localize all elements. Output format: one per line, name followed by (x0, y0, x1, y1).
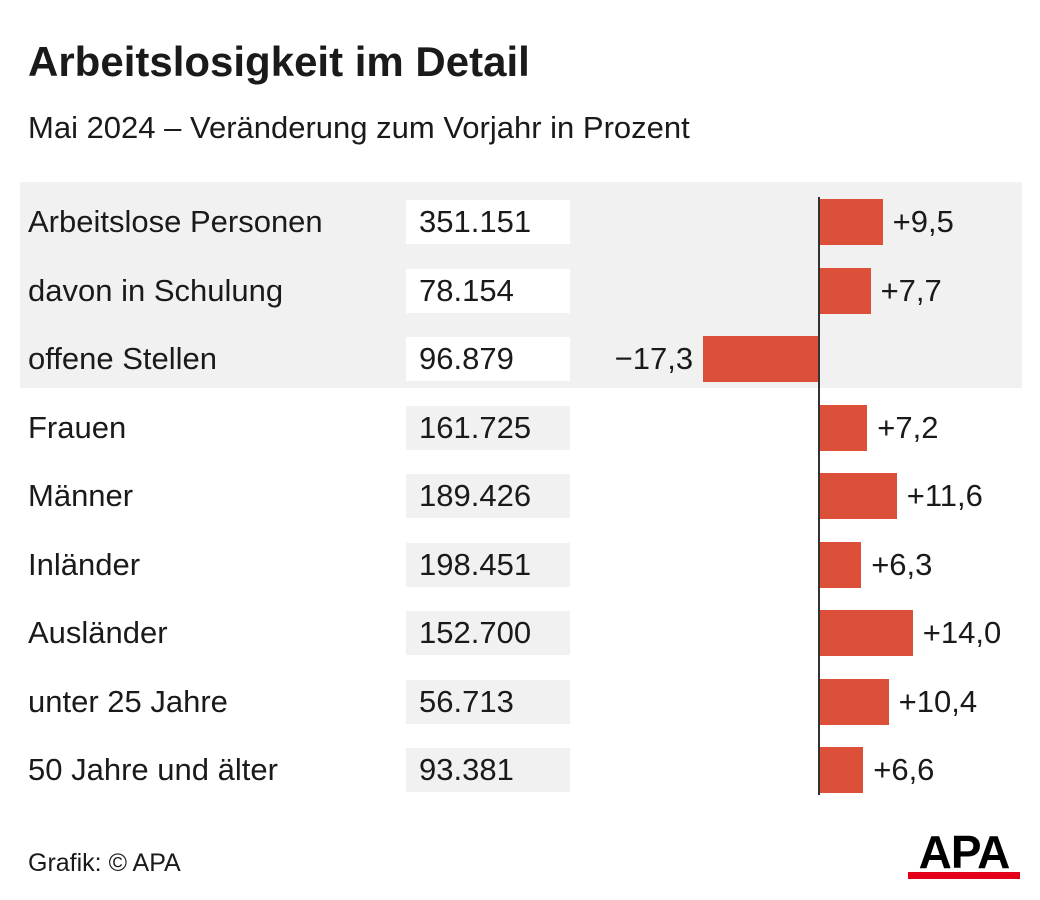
category-label: davon in Schulung (28, 272, 284, 308)
chart-row: offene Stellen 96.879 −17,3 (0, 325, 1040, 393)
category-label: Männer (28, 478, 134, 513)
category-label: 50 Jahre und älter (28, 752, 278, 787)
chart-row: Männer 189.426 +11,6 (0, 462, 1040, 530)
chart-row: Frauen 161.725 +7,2 (0, 394, 1040, 462)
category-label: Ausländer (28, 615, 168, 650)
chart-row: Inländer 198.451 +6,3 (0, 531, 1040, 599)
total-value: 351.151 (406, 200, 570, 244)
chart-row: Arbeitslose Personen 351.151 +9,5 (0, 188, 1040, 256)
total-value: 56.713 (406, 679, 570, 724)
chart-title: Arbeitslosigkeit im Detail (28, 38, 530, 85)
change-bar (819, 678, 889, 725)
change-label: +7,7 (880, 272, 942, 308)
chart-row: Ausländer 152.700 +14,0 (0, 599, 1040, 667)
change-label: +9,5 (892, 204, 954, 239)
total-value: 93.381 (406, 748, 570, 792)
total-value: 198.451 (406, 542, 570, 587)
change-label: +11,6 (906, 478, 983, 513)
chart-row: 50 Jahre und älter 93.381 +6,6 (0, 736, 1040, 804)
zero-axis (818, 197, 820, 795)
total-value: 152.700 (406, 611, 570, 655)
chart-subtitle: Mai 2024 – Veränderung zum Vorjahr in Pr… (28, 110, 690, 145)
change-bar (819, 267, 871, 314)
change-bar (703, 336, 819, 382)
change-bar (819, 404, 868, 451)
change-label: −17,3 (614, 341, 694, 376)
category-label: Arbeitslose Personen (28, 204, 323, 239)
chart-row: unter 25 Jahre 56.713 +10,4 (0, 668, 1040, 736)
change-label: +6,6 (873, 752, 935, 787)
total-value: 189.426 (406, 474, 570, 518)
change-label: +10,4 (898, 683, 978, 719)
change-bar (819, 610, 913, 656)
total-value: 78.154 (406, 268, 570, 313)
change-label: +14,0 (922, 615, 1002, 650)
svg-text:APA: APA (919, 828, 1010, 878)
category-label: Inländer (28, 546, 141, 582)
category-label: Frauen (28, 409, 127, 445)
apa-logo: APA (908, 828, 1020, 879)
change-label: +7,2 (877, 409, 939, 445)
credit-text: Grafik: © APA (28, 849, 181, 877)
category-label: unter 25 Jahre (28, 683, 228, 719)
change-bar (819, 541, 862, 588)
change-bar (819, 747, 864, 793)
total-value: 96.879 (406, 337, 570, 381)
total-value: 161.725 (406, 405, 570, 450)
change-bar (819, 473, 897, 519)
change-bar (819, 199, 883, 245)
chart-row: davon in Schulung 78.154 +7,7 (0, 257, 1040, 325)
change-label: +6,3 (871, 546, 933, 582)
category-label: offene Stellen (28, 341, 218, 376)
